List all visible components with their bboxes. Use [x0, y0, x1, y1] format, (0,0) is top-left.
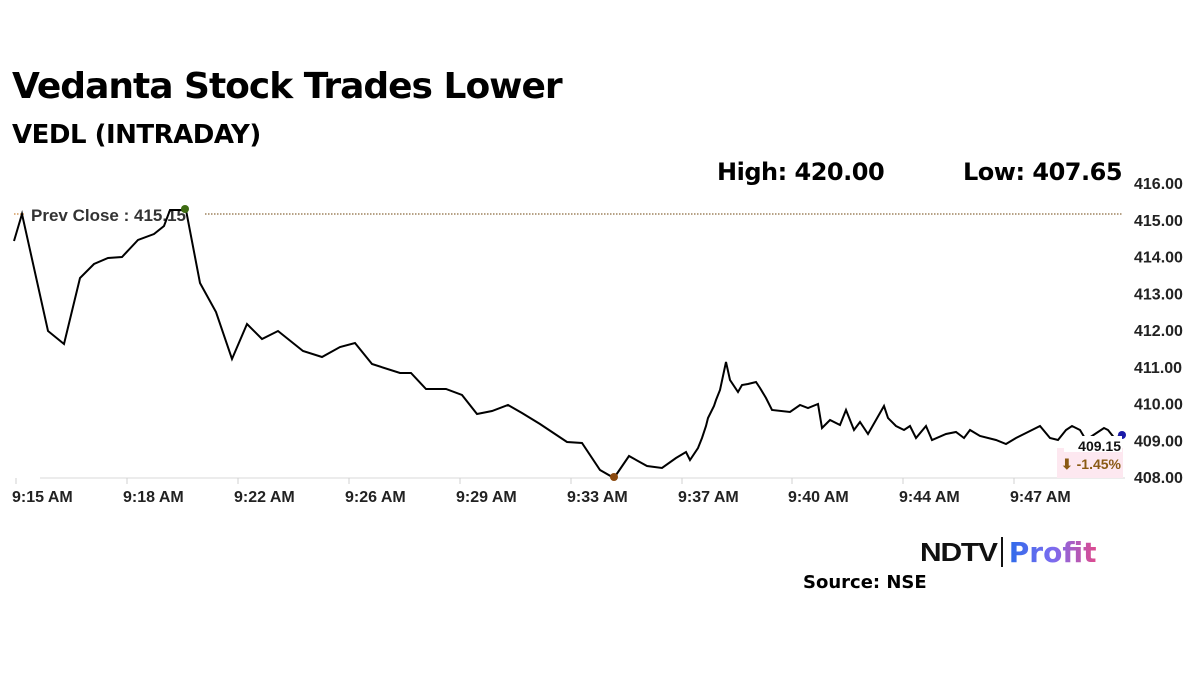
x-tick-label: 9:37 AM	[678, 489, 739, 506]
y-tick-label: 416.00	[1134, 176, 1183, 193]
x-tick-label: 9:40 AM	[788, 489, 849, 506]
x-tick-label: 9:29 AM	[456, 489, 517, 506]
ndtv-profit-logo: NDTV Profit	[920, 534, 1097, 570]
y-tick-label: 414.00	[1134, 250, 1183, 267]
y-tick-label: 413.00	[1134, 286, 1183, 303]
high-marker	[181, 205, 189, 213]
y-tick-label: 415.00	[1134, 213, 1183, 230]
x-tick-label: 9:15 AM	[12, 489, 73, 506]
y-tick-label: 411.00	[1134, 360, 1182, 377]
change-percent-label: ⬇ -1.45%	[1061, 456, 1122, 472]
last-price-label: 409.15	[1078, 438, 1121, 454]
prev-close-label-bg	[28, 202, 198, 226]
y-tick-label: 412.00	[1134, 323, 1183, 340]
y-axis-ticks: 416.00 415.00 414.00 413.00 412.00 411.00 410.…	[1134, 176, 1183, 487]
y-tick-label: 410.00	[1134, 397, 1183, 414]
y-tick-label: 408.00	[1134, 470, 1183, 487]
x-tick-label: 9:22 AM	[234, 489, 295, 506]
x-tick-label: 9:44 AM	[899, 489, 960, 506]
price-line	[13, 209, 1121, 480]
logo-separator	[1000, 537, 1003, 567]
logo-profit-text: Profit	[1008, 535, 1097, 569]
chart-title: Vedanta Stock Trades Lower	[12, 66, 563, 107]
day-high-label: High: 420.00	[717, 158, 885, 186]
y-tick-label: 409.00	[1134, 433, 1183, 450]
x-axis-ticks: 9:15 AM 9:18 AM 9:22 AM 9:26 AM 9:29 AM 9:33 …	[12, 478, 1071, 506]
logo-ndtv-text: NDTV	[920, 536, 998, 567]
low-marker	[610, 473, 618, 481]
last-price-bg	[1064, 436, 1122, 452]
x-tick-label: 9:26 AM	[345, 489, 406, 506]
source-note: Source: NSE	[803, 572, 927, 593]
chart-subtitle: VEDL (INTRADAY)	[12, 120, 261, 150]
prev-close-label: Prev Close : 415.15	[31, 206, 186, 225]
x-tick-label: 9:33 AM	[567, 489, 628, 506]
day-low-label: Low: 407.65	[963, 158, 1123, 186]
x-tick-label: 9:18 AM	[123, 489, 184, 506]
change-label-bg	[1057, 448, 1123, 478]
x-tick-label: 9:47 AM	[1010, 489, 1071, 506]
